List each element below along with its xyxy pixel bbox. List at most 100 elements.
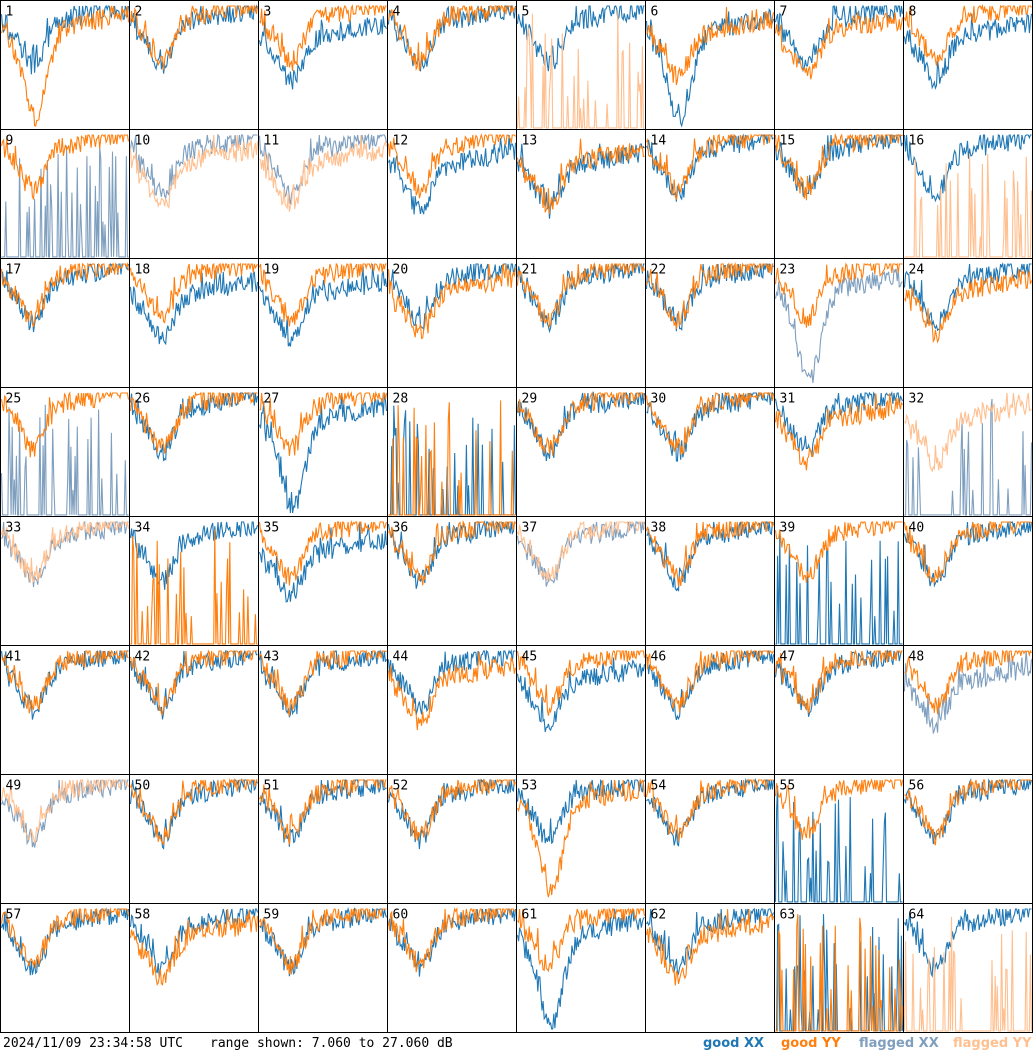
panel-43: 43: [258, 645, 388, 775]
panel-57: 57: [0, 903, 130, 1033]
series-yy-16: [904, 153, 1033, 258]
series-yy-46: [645, 649, 774, 713]
panel-25: 25: [0, 387, 130, 517]
series-yy-53: [517, 777, 646, 898]
panel-frame: [129, 387, 259, 517]
series-xx-53: [516, 779, 645, 845]
panel-label: 45: [522, 650, 538, 665]
panel-label: 50: [135, 779, 151, 794]
panel-label: 38: [651, 521, 667, 536]
panel-label: 60: [393, 908, 409, 923]
panel-21: 21: [516, 258, 646, 388]
panel-12: 12: [387, 129, 517, 259]
panel-9: 9: [0, 129, 130, 259]
series-yy-60: [387, 907, 516, 973]
legend-flagged-yy: flagged YY: [953, 1036, 1032, 1051]
panel-46: 46: [645, 645, 775, 775]
series-yy-42: [129, 649, 258, 716]
series-yy-59: [258, 907, 387, 975]
panel-label: 28: [393, 392, 409, 407]
panel-frame: [129, 0, 259, 130]
panel-17: 17: [0, 258, 130, 388]
panel-label: 41: [6, 650, 22, 665]
panel-frame: [645, 516, 775, 646]
panel-label: 49: [6, 779, 22, 794]
series-yy-26: [129, 391, 258, 454]
series-xx-19: [258, 263, 388, 347]
series-xx-34: [129, 521, 259, 590]
panel-label: 10: [135, 134, 151, 149]
series-yy-14: [646, 133, 774, 200]
panel-label: 30: [651, 392, 667, 407]
panel-frame: [645, 129, 775, 259]
panel-frame: [774, 129, 904, 259]
panel-label: 42: [135, 650, 151, 665]
series-xx-9: [1, 145, 129, 258]
series-xx-36: [387, 520, 516, 589]
panel-6: 6: [645, 0, 775, 130]
panel-frame: [516, 774, 646, 904]
panel-label: 7: [780, 5, 788, 20]
series-xx-44: [387, 648, 516, 716]
panel-45: 45: [516, 645, 646, 775]
panel-60: 60: [387, 903, 517, 1033]
series-xx-7: [774, 4, 904, 73]
panel-19: 19: [258, 258, 388, 388]
panel-22: 22: [645, 258, 775, 388]
panel-label: 61: [522, 908, 538, 923]
series-xx-55: [774, 785, 903, 903]
panel-label: 27: [264, 392, 280, 407]
series-yy-45: [516, 650, 646, 716]
panel-label: 53: [522, 779, 538, 794]
panel-label: 57: [6, 908, 22, 923]
series-yy-34: [130, 529, 258, 645]
panel-53: 53: [516, 774, 646, 904]
series-yy-33: [0, 521, 130, 584]
panel-label: 62: [651, 908, 667, 923]
series-yy-51: [258, 778, 387, 845]
range-text: range shown: 7.060 to 27.060 dB: [210, 1036, 453, 1051]
series-yy-35: [258, 519, 388, 586]
panel-frame: [0, 258, 130, 388]
series-yy-30: [645, 391, 775, 455]
series-xx-51: [259, 778, 387, 847]
panel-13: 13: [516, 129, 646, 259]
series-yy-62: [645, 908, 775, 986]
series-yy-63: [775, 913, 904, 1032]
panel-label: 1: [6, 5, 14, 20]
panel-label: 46: [651, 650, 667, 665]
series-xx-27: [258, 392, 388, 514]
series-yy-43: [259, 649, 387, 718]
series-yy-39: [774, 519, 903, 583]
series-yy-29: [516, 391, 646, 456]
series-yy-25: [0, 391, 130, 458]
panel-47: 47: [774, 645, 904, 775]
panel-10: 10: [129, 129, 259, 259]
panel-23: 23: [774, 258, 904, 388]
series-yy-12: [387, 133, 516, 199]
panel-label: 35: [264, 521, 280, 536]
panel-58: 58: [129, 903, 259, 1033]
series-yy-3: [259, 3, 387, 71]
panel-2: 2: [129, 0, 259, 130]
panel-label: 31: [780, 392, 796, 407]
panel-label: 15: [780, 134, 796, 149]
panel-label: 2: [135, 5, 143, 20]
panel-14: 14: [645, 129, 775, 259]
panel-label: 29: [522, 392, 538, 407]
series-yy-55: [774, 778, 904, 840]
panel-8: 8: [903, 0, 1033, 130]
panel-label: 3: [264, 5, 272, 20]
series-yy-27: [259, 390, 388, 456]
series-yy-1: [0, 5, 130, 127]
panel-label: 59: [264, 908, 280, 923]
series-yy-41: [1, 649, 129, 714]
series-yy-61: [517, 907, 646, 973]
legend-good-xx: good XX: [703, 1036, 765, 1051]
series-xx-48: [903, 650, 1033, 734]
panel-label: 14: [651, 134, 667, 149]
series-yy-19: [258, 262, 387, 327]
panel-7: 7: [774, 0, 904, 130]
timestamp: 2024/11/09 23:34:58 UTC: [3, 1036, 184, 1051]
